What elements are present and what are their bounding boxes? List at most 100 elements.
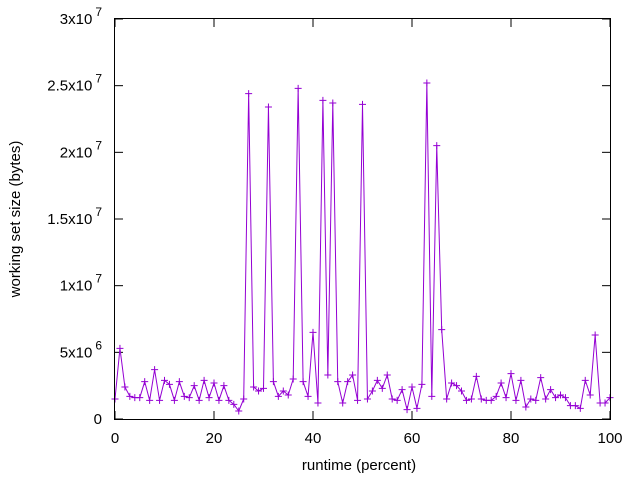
data-point [428, 392, 436, 400]
data-point [517, 376, 525, 384]
data-point [289, 375, 297, 383]
data-point [260, 384, 267, 392]
data-point [235, 407, 243, 415]
data-point [185, 394, 193, 402]
data-point [601, 399, 609, 407]
data-point [527, 395, 535, 403]
x-tick-label: 80 [503, 430, 520, 447]
data-point [378, 384, 386, 392]
data-point [398, 386, 406, 394]
data-point [116, 344, 124, 352]
data-point [205, 394, 213, 402]
x-tick-label: 40 [305, 430, 322, 447]
data-point [453, 382, 461, 390]
data-point [136, 394, 144, 402]
y-tick-label: 1.5x10 7 [47, 205, 102, 228]
data-point [269, 378, 277, 386]
data-point [146, 396, 154, 404]
data-point [532, 396, 540, 404]
y-tick-label: 2x10 7 [60, 138, 103, 161]
data-point [393, 396, 401, 404]
data-point [438, 326, 446, 334]
data-point [349, 371, 357, 379]
y-tick-label: 5x10 6 [60, 338, 103, 361]
data-point [324, 371, 332, 379]
data-point [462, 396, 470, 404]
plot-border [114, 18, 611, 420]
tick-marks [114, 18, 611, 420]
data-point [299, 378, 307, 386]
data-point [319, 96, 327, 104]
data-point [195, 396, 203, 404]
data-point [200, 376, 208, 384]
data-point [477, 395, 485, 403]
data-point [363, 395, 371, 403]
series-line [114, 82, 611, 412]
data-point [408, 383, 416, 391]
data-point [448, 379, 456, 387]
x-tick-label: 20 [206, 430, 223, 447]
data-point [215, 396, 223, 404]
data-point [502, 394, 510, 402]
data-point [165, 380, 173, 388]
data-point [170, 396, 178, 404]
data-point [245, 90, 253, 98]
data-point [304, 392, 312, 400]
data-point [294, 84, 302, 92]
data-point [561, 394, 569, 402]
data-point [141, 378, 149, 386]
data-point [151, 366, 159, 374]
data-point [571, 402, 579, 410]
data-point [156, 396, 164, 404]
x-tick-label: 100 [597, 430, 622, 447]
data-point [334, 378, 342, 386]
data-point [542, 395, 550, 403]
data-point [161, 376, 168, 384]
data-point [512, 396, 520, 404]
data-point [225, 396, 233, 404]
y-tick-label: 3x10 7 [60, 5, 103, 28]
y-tick-label: 0 [94, 411, 102, 428]
data-point [368, 387, 376, 395]
data-point [230, 400, 238, 408]
data-point [443, 395, 451, 403]
data-point [492, 392, 500, 400]
data-point [557, 391, 564, 399]
series [111, 79, 614, 415]
data-point [547, 386, 555, 394]
data-point [121, 383, 129, 391]
data-point [240, 395, 248, 403]
y-tick-label: 2.5x10 7 [47, 72, 102, 95]
y-axis-title: working set size (bytes) [7, 141, 24, 299]
data-point [413, 404, 421, 412]
data-point [274, 392, 282, 400]
data-point [472, 372, 480, 380]
data-point [220, 382, 228, 390]
data-point [250, 383, 258, 391]
data-point [279, 387, 287, 395]
data-point [552, 394, 560, 402]
data-point [359, 100, 366, 108]
data-point [309, 328, 317, 336]
data-point [458, 387, 465, 395]
data-point [180, 392, 188, 400]
data-point [507, 370, 515, 378]
data-point [314, 399, 322, 407]
data-point [190, 382, 198, 390]
data-point [423, 79, 431, 87]
data-point [383, 371, 391, 379]
data-point [586, 391, 594, 399]
data-point [388, 395, 396, 403]
data-point [433, 142, 441, 150]
data-point [373, 376, 381, 384]
data-point [591, 331, 599, 339]
data-point [354, 396, 362, 404]
data-point [329, 99, 337, 107]
y-tick-labels: 0 5x10 6 1x10 7 1.5x10 7 2x10 7 2.5x10 7 3x10 7 [47, 5, 102, 428]
data-point [284, 391, 292, 399]
data-point [522, 403, 530, 411]
data-point [255, 387, 263, 395]
data-point [175, 378, 183, 386]
data-point [339, 399, 347, 407]
x-axis-title: runtime (percent) [302, 457, 416, 474]
